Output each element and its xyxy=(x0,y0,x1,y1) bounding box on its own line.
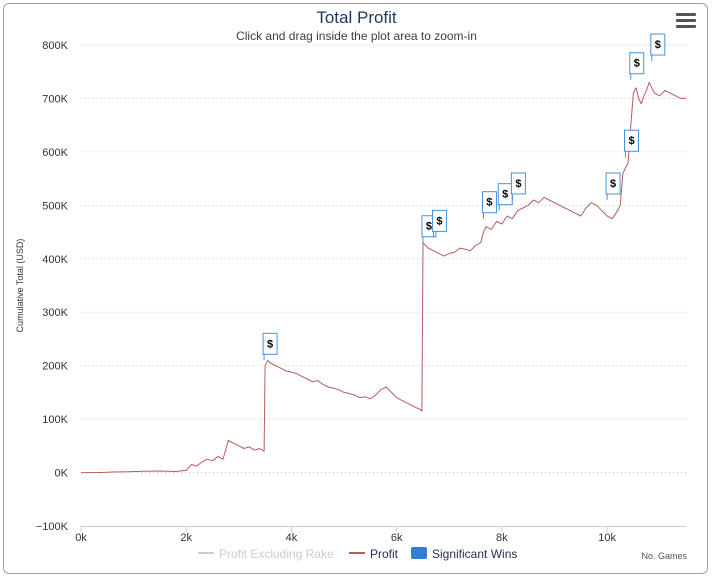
flag-label: $ xyxy=(426,221,432,233)
y-tick-label: 800K xyxy=(42,40,68,52)
y-tick-label: 100K xyxy=(42,414,68,426)
y-tick-label: 300K xyxy=(42,307,68,319)
y-tick-label: 0K xyxy=(55,468,69,480)
flag-label: $ xyxy=(515,178,521,190)
chart-title: Total Profit xyxy=(316,8,397,27)
y-tick-label: 700K xyxy=(42,93,68,105)
significant-win-flag[interactable] xyxy=(624,129,639,152)
significant-win-flag[interactable] xyxy=(262,332,278,355)
x-tick-label: 4k xyxy=(286,532,298,544)
flag-label: $ xyxy=(502,189,508,201)
y-tick-label: 200K xyxy=(42,361,68,373)
y-tick-label: 500K xyxy=(42,200,68,212)
significant-win-flag[interactable] xyxy=(629,52,645,75)
profit-series-line[interactable] xyxy=(81,81,686,474)
legend-item-significant-wins[interactable]: Significant Wins xyxy=(432,547,517,561)
legend-item-profit-excluding-rake[interactable]: Profit Excluding Rake xyxy=(219,547,334,561)
flag-label: $ xyxy=(634,58,640,70)
legend-item-profit[interactable]: Profit xyxy=(370,547,399,561)
y-tick-label: 600K xyxy=(42,147,68,159)
x-tick-label: 2k xyxy=(180,532,192,544)
flag-label: $ xyxy=(628,135,634,147)
x-tick-label: 0k xyxy=(75,532,87,544)
hamburger-menu-icon[interactable] xyxy=(676,13,696,31)
significant-win-flag[interactable] xyxy=(650,33,666,56)
chart-subtitle: Click and drag inside the plot area to z… xyxy=(236,29,477,43)
significant-win-flag[interactable] xyxy=(481,191,497,214)
significant-win-flag[interactable] xyxy=(605,172,621,195)
significant-win-flag[interactable] xyxy=(431,209,447,232)
chart-container xyxy=(3,3,708,574)
flag-label: $ xyxy=(610,178,616,190)
flag-label: $ xyxy=(486,197,492,209)
x-tick-label: 8k xyxy=(496,532,508,544)
legend-flag-symbol[interactable] xyxy=(411,547,427,559)
y-tick-label: −100K xyxy=(36,521,69,533)
y-axis-title: Cumulative Total (USD) xyxy=(15,239,25,333)
significant-win-flag[interactable] xyxy=(510,172,526,195)
y-tick-label: 400K xyxy=(42,254,68,266)
x-tick-label: 10k xyxy=(598,532,616,544)
x-tick-label: 6k xyxy=(391,532,403,544)
flag-label: $ xyxy=(655,39,661,51)
flag-label: $ xyxy=(436,215,442,227)
flag-label: $ xyxy=(267,338,273,350)
x-axis-title: No. Games xyxy=(641,551,687,561)
